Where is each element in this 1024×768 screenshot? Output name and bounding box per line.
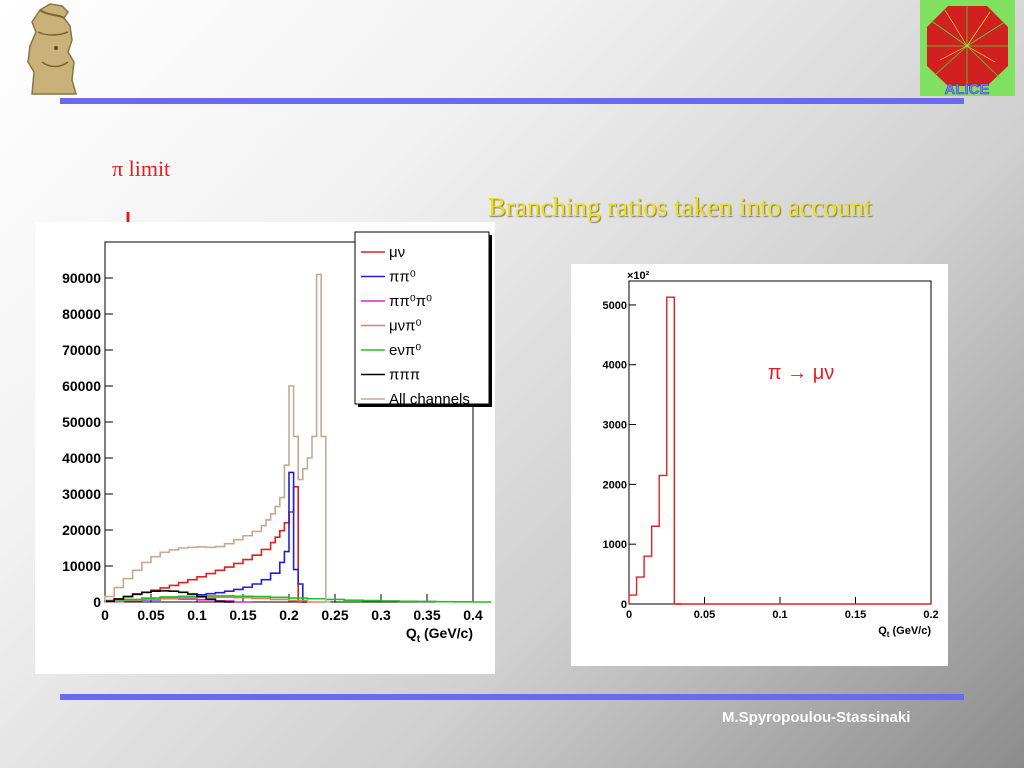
- y-tick-label: 2000: [603, 479, 627, 491]
- y-tick-label: 40000: [62, 450, 101, 466]
- branching-ratios-title: Branching ratios taken into account: [488, 192, 872, 222]
- x-tick-label: 0: [626, 609, 632, 621]
- y-tick-label: 20000: [62, 522, 101, 538]
- y-scale-label: ×10²: [627, 270, 650, 282]
- x-tick-label: 0.4: [463, 607, 483, 623]
- x-tick-label: 0: [101, 607, 109, 623]
- x-tick-label: 0.05: [137, 607, 164, 623]
- top-divider: [60, 98, 964, 104]
- y-tick-label: 80000: [62, 306, 101, 322]
- y-tick-label: 4000: [603, 360, 627, 372]
- y-tick-label: 1000: [603, 539, 627, 551]
- left-chart-panel: 0 10000 20000 30000 40000 50000 60000 70000 8000…: [35, 222, 495, 674]
- right-histogram: ×10² 0 1000 2000 3000 4000 5000 0 0.05 0.1 0.15 0.2…: [603, 270, 939, 639]
- athena-helmet-logo: [27, 3, 77, 95]
- y-tick-label: 3000: [603, 420, 627, 432]
- right-chart-panel: ×10² 0 1000 2000 3000 4000 5000 0 0.05 0.1 0.15 0.2…: [571, 264, 948, 666]
- legend-entry: πππ: [389, 367, 420, 384]
- left-histogram: 0 10000 20000 30000 40000 50000 60000 70000 8000…: [62, 231, 492, 645]
- pi-limit-label: π limit: [112, 156, 171, 181]
- x-tick-label: 0.3: [371, 607, 391, 623]
- y-tick-label: 60000: [62, 378, 101, 394]
- legend-entry: ππ⁰π⁰: [389, 293, 432, 310]
- y-tick-label: 0: [621, 599, 627, 611]
- author-name: M.Spyropoulou-Stassinaki: [722, 709, 911, 726]
- alice-logo: ALICE: [920, 0, 1015, 96]
- y-tick-label: 10000: [62, 558, 101, 574]
- bottom-divider: [60, 694, 964, 700]
- x-tick-label: 0.1: [772, 609, 787, 621]
- y-tick-label: 0: [93, 594, 101, 610]
- legend-entry: All channels: [389, 391, 470, 408]
- x-tick-label: 0.2: [279, 607, 299, 623]
- y-tick-label: 50000: [62, 414, 101, 430]
- x-tick-label: 0.15: [845, 609, 866, 621]
- series-pi-mu-nu: [628, 296, 682, 605]
- x-tick-label: 0.15: [229, 607, 256, 623]
- legend-entry: μν: [389, 244, 405, 261]
- series-μν: [104, 486, 308, 603]
- series-eνπ⁰: [104, 595, 492, 603]
- right-x-axis-title: Qt (GeV/c): [878, 625, 931, 639]
- x-tick-label: 0.35: [413, 607, 440, 623]
- y-tick-label: 70000: [62, 342, 101, 358]
- y-tick-label: 5000: [603, 300, 627, 312]
- alice-logo-text: ALICE: [945, 81, 990, 96]
- y-tick-label: 90000: [62, 270, 101, 286]
- left-x-axis-title: Qt (GeV/c): [406, 625, 473, 645]
- x-tick-label: 0.05: [694, 609, 715, 621]
- legend-entry: ππ⁰: [389, 269, 416, 286]
- x-tick-label: 0.1: [187, 607, 207, 623]
- legend-entry: μνπ⁰: [389, 318, 422, 335]
- x-tick-label: 0.25: [321, 607, 348, 623]
- legend-box: [354, 231, 490, 405]
- legend-entry: eνπ⁰: [389, 342, 421, 359]
- y-tick-label: 30000: [62, 486, 101, 502]
- decay-annotation: π → μν: [768, 362, 834, 384]
- x-tick-label: 0.2: [923, 609, 938, 621]
- series-πππ: [104, 590, 234, 603]
- series-all-channels: [104, 273, 331, 603]
